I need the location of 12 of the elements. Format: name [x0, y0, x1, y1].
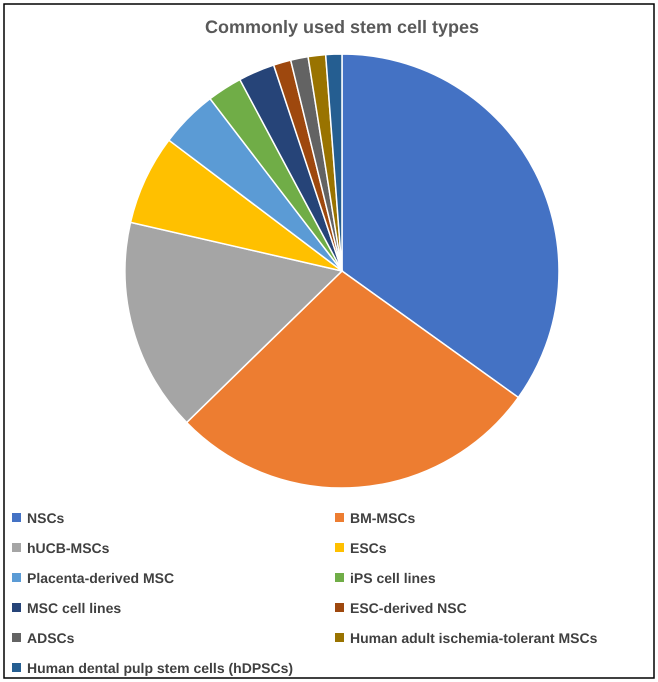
legend-label: Human dental pulp stem cells (hDPSCs) — [27, 660, 294, 676]
legend-label: iPS cell lines — [350, 570, 436, 586]
legend-label: BM-MSCs — [350, 510, 416, 526]
legend-label: ADSCs — [27, 630, 75, 646]
legend-label: ESCs — [350, 540, 387, 556]
legend-label: ESC-derived NSC — [350, 600, 467, 616]
legend-label: NSCs — [27, 510, 65, 526]
chart-title: Commonly used stem cell types — [204, 17, 480, 37]
legend-label: Human adult ischemia-tolerant MSCs — [350, 630, 598, 646]
legend-label: MSC cell lines — [27, 600, 122, 616]
legend-label: hUCB-MSCs — [27, 540, 110, 556]
legend-label: Placenta-derived MSC — [27, 570, 174, 586]
